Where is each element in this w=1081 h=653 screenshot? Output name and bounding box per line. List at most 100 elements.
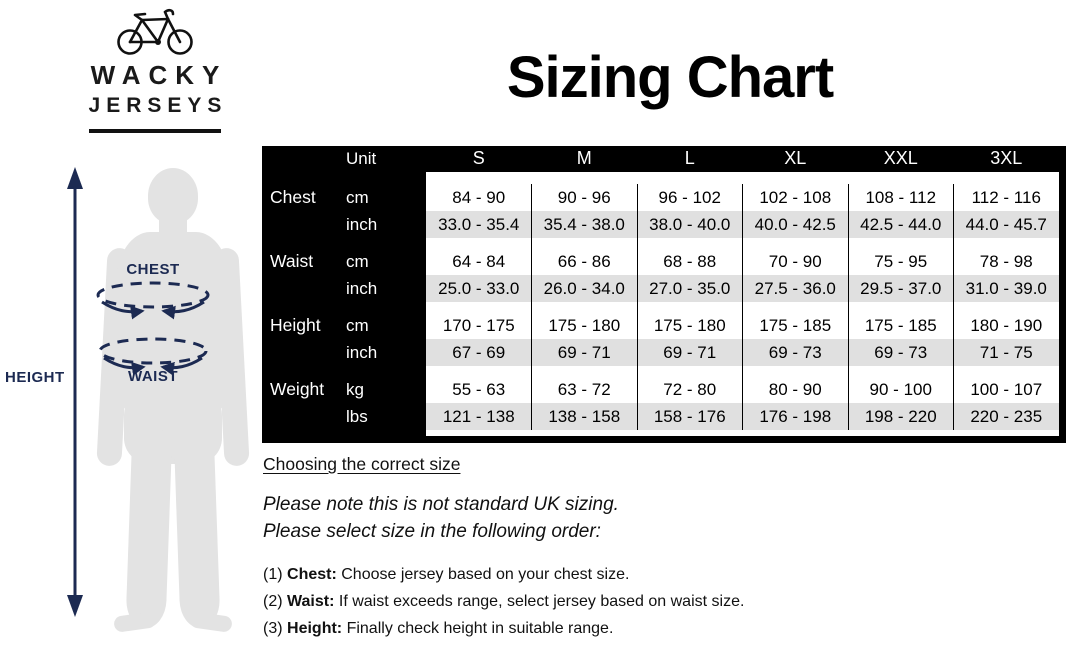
size-header-3xl: 3XL xyxy=(990,148,1023,168)
size-header-xl: XL xyxy=(784,148,807,168)
size-cell: 198 - 220 xyxy=(864,406,937,426)
silhouette-foot-left xyxy=(113,611,157,633)
unit-label: kg xyxy=(346,380,364,399)
size-cell: 38.0 - 40.0 xyxy=(649,214,731,234)
size-cell: 35.4 - 38.0 xyxy=(543,214,625,234)
size-cell: 69 - 73 xyxy=(768,342,822,362)
chest-label: CHEST xyxy=(126,261,180,278)
size-cell: 75 - 95 xyxy=(874,251,928,271)
size-cell: 158 - 176 xyxy=(653,406,726,426)
height-label: HEIGHT xyxy=(5,369,65,386)
size-cell: 102 - 108 xyxy=(759,187,832,207)
column-divider xyxy=(637,184,638,430)
bicycle-icon xyxy=(117,8,193,55)
size-header-m: M xyxy=(576,148,592,168)
table-row: 64 - 84 66 - 86 68 - 88 70 - 90 75 - 95 … xyxy=(426,248,1059,275)
size-cell: 90 - 100 xyxy=(869,379,932,399)
size-header-s: S xyxy=(472,148,485,168)
size-cell: 176 - 198 xyxy=(759,406,832,426)
waist-measure-icon xyxy=(98,337,208,376)
table-row: 55 - 63 63 - 72 72 - 80 80 - 90 90 - 100… xyxy=(426,376,1059,403)
body-silhouette xyxy=(88,168,258,648)
size-cell: 175 - 180 xyxy=(653,315,726,335)
row-label-height: Height xyxy=(270,315,321,335)
size-cell: 112 - 116 xyxy=(971,187,1041,207)
column-divider xyxy=(531,184,532,430)
brand-logo: WACKY JERSEYS xyxy=(70,6,240,133)
sizing-table: Unit S M L XL XXL 3XL Chest Waist Height… xyxy=(262,146,1066,443)
notes-heading: Choosing the correct size xyxy=(263,454,461,474)
size-cell: 42.5 - 44.0 xyxy=(860,214,942,234)
size-cell: 100 - 107 xyxy=(970,379,1043,399)
size-cell: 31.0 - 39.0 xyxy=(965,278,1047,298)
silhouette-leg-right xyxy=(173,425,221,629)
page-title: Sizing Chart xyxy=(506,45,834,110)
waist-label: WAIST xyxy=(128,368,178,385)
table-row: 84 - 90 90 - 96 96 - 102 102 - 108 108 -… xyxy=(426,184,1059,211)
row-label-weight: Weight xyxy=(270,379,325,399)
silhouette-torso xyxy=(116,232,230,416)
size-cell: 67 - 69 xyxy=(452,342,506,362)
size-cell: 33.0 - 35.4 xyxy=(438,214,520,234)
size-cell: 69 - 71 xyxy=(557,342,611,362)
height-arrow-icon xyxy=(67,167,83,617)
table-row: 170 - 175 175 - 180 175 - 180 175 - 185 … xyxy=(426,312,1059,339)
table-header-sizes: S M L XL XXL 3XL xyxy=(426,146,1059,172)
size-cell: 29.5 - 37.0 xyxy=(860,278,942,298)
brand-name-line2: JERSEYS xyxy=(88,94,228,117)
step-height: (3) Height: Finally check height in suit… xyxy=(263,620,614,637)
step-waist: (2) Waist: If waist exceeds range, selec… xyxy=(263,593,745,610)
row-label-waist: Waist xyxy=(270,251,314,271)
size-cell: 27.5 - 36.0 xyxy=(754,278,836,298)
size-cell: 175 - 185 xyxy=(864,315,937,335)
size-cell: 108 - 112 xyxy=(865,187,937,207)
size-cell: 69 - 71 xyxy=(663,342,717,362)
size-cell: 78 - 98 xyxy=(979,251,1033,271)
size-cell: 26.0 - 34.0 xyxy=(543,278,625,298)
size-cell: 40.0 - 42.5 xyxy=(754,214,836,234)
silhouette-leg-left xyxy=(125,425,173,629)
note-line: Please select size in the following orde… xyxy=(263,521,601,542)
table-data-panel: 84 - 90 90 - 96 96 - 102 102 - 108 108 -… xyxy=(426,172,1059,436)
size-cell: 44.0 - 45.7 xyxy=(965,214,1047,234)
size-cell: 138 - 158 xyxy=(548,406,621,426)
size-cell: 64 - 84 xyxy=(452,251,506,271)
size-cell: 72 - 80 xyxy=(663,379,717,399)
column-divider xyxy=(742,184,743,430)
size-cell: 63 - 72 xyxy=(557,379,611,399)
brand-underline xyxy=(89,129,221,133)
unit-label: cm xyxy=(346,188,369,207)
sizing-steps: (1) Chest: Choose jersey based on your c… xyxy=(263,561,1043,642)
chest-measure-icon xyxy=(96,281,210,320)
size-cell: 27.0 - 35.0 xyxy=(649,278,731,298)
column-divider xyxy=(953,184,954,430)
size-cell: 121 - 138 xyxy=(442,406,515,426)
size-cell: 175 - 180 xyxy=(548,315,621,335)
unit-label: inch xyxy=(346,279,378,298)
size-cell: 66 - 86 xyxy=(557,251,611,271)
unit-label: cm xyxy=(346,252,369,271)
unit-label: cm xyxy=(346,316,369,335)
brand-name-line1: WACKY xyxy=(90,60,228,90)
size-cell: 69 - 73 xyxy=(874,342,928,362)
size-cell: 84 - 90 xyxy=(452,187,506,207)
size-cell: 71 - 75 xyxy=(979,342,1033,362)
size-cell: 175 - 185 xyxy=(759,315,832,335)
size-cell: 70 - 90 xyxy=(768,251,822,271)
note-line: Please note this is not standard UK sizi… xyxy=(263,494,619,515)
unit-label: inch xyxy=(346,343,378,362)
size-cell: 220 - 235 xyxy=(970,406,1043,426)
size-header-l: L xyxy=(684,148,695,168)
size-cell: 90 - 96 xyxy=(557,187,611,207)
sizing-notes: Choosing the correct size Please note th… xyxy=(263,454,1043,642)
row-label-chest: Chest xyxy=(270,187,316,207)
unit-label: lbs xyxy=(346,407,368,426)
unit-label: inch xyxy=(346,215,378,234)
size-cell: 170 - 175 xyxy=(442,315,515,335)
size-cell: 25.0 - 33.0 xyxy=(438,278,520,298)
size-cell: 180 - 190 xyxy=(970,315,1043,335)
table-header-unit: Unit xyxy=(346,149,377,168)
size-cell: 68 - 88 xyxy=(663,251,717,271)
notes-italic-text: Please note this is not standard UK sizi… xyxy=(263,491,1043,545)
